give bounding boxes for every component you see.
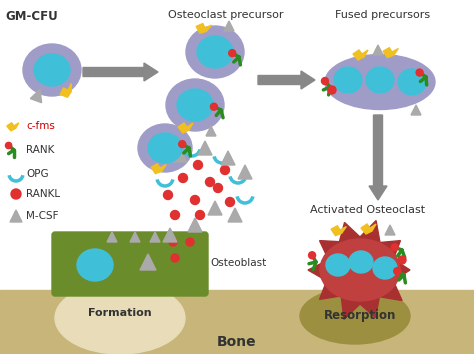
Circle shape xyxy=(309,252,316,259)
Ellipse shape xyxy=(326,254,350,276)
Text: Resorption: Resorption xyxy=(324,308,396,321)
Polygon shape xyxy=(30,89,42,103)
Ellipse shape xyxy=(320,239,400,301)
Polygon shape xyxy=(208,201,222,215)
Polygon shape xyxy=(163,228,177,242)
Ellipse shape xyxy=(334,67,362,93)
Polygon shape xyxy=(361,224,376,234)
Circle shape xyxy=(398,256,406,264)
Polygon shape xyxy=(140,254,156,270)
Polygon shape xyxy=(7,123,19,131)
Circle shape xyxy=(179,173,188,183)
Text: Fused precursors: Fused precursors xyxy=(335,10,430,20)
Text: Activated Osteoclast: Activated Osteoclast xyxy=(310,205,425,215)
Circle shape xyxy=(328,86,336,94)
Polygon shape xyxy=(228,208,242,222)
Circle shape xyxy=(195,211,204,219)
Polygon shape xyxy=(308,221,410,319)
Text: RANK: RANK xyxy=(26,145,55,155)
Polygon shape xyxy=(373,45,383,55)
Text: Bone: Bone xyxy=(217,335,257,349)
Circle shape xyxy=(193,160,202,170)
Ellipse shape xyxy=(23,44,81,96)
Circle shape xyxy=(171,211,180,219)
Text: c-fms: c-fms xyxy=(26,121,55,131)
Circle shape xyxy=(391,244,398,251)
Circle shape xyxy=(206,177,215,187)
FancyBboxPatch shape xyxy=(52,232,208,296)
Circle shape xyxy=(169,238,177,246)
Circle shape xyxy=(394,268,401,275)
Circle shape xyxy=(186,238,194,246)
Polygon shape xyxy=(198,141,212,155)
Text: OPG: OPG xyxy=(26,169,49,179)
Ellipse shape xyxy=(55,282,185,354)
Text: Formation: Formation xyxy=(88,308,152,318)
Circle shape xyxy=(226,198,235,206)
Polygon shape xyxy=(173,148,187,162)
Polygon shape xyxy=(107,232,117,242)
Ellipse shape xyxy=(398,69,426,95)
Polygon shape xyxy=(411,105,421,115)
Polygon shape xyxy=(188,218,202,232)
Ellipse shape xyxy=(373,257,397,279)
Polygon shape xyxy=(130,232,140,242)
Text: GM-CFU: GM-CFU xyxy=(5,10,58,23)
Circle shape xyxy=(164,190,173,200)
Text: M-CSF: M-CSF xyxy=(26,211,58,221)
Circle shape xyxy=(179,141,186,148)
Text: Osteoclast precursor: Osteoclast precursor xyxy=(168,10,283,20)
FancyArrow shape xyxy=(369,115,387,200)
Bar xyxy=(0,290,474,354)
Ellipse shape xyxy=(197,36,233,68)
Circle shape xyxy=(220,166,229,175)
Polygon shape xyxy=(331,226,346,236)
Polygon shape xyxy=(383,48,398,58)
Polygon shape xyxy=(385,225,395,235)
Circle shape xyxy=(213,183,222,193)
Polygon shape xyxy=(353,50,368,60)
Circle shape xyxy=(210,103,218,110)
Polygon shape xyxy=(10,210,22,222)
Ellipse shape xyxy=(177,89,213,121)
Ellipse shape xyxy=(325,55,435,109)
Polygon shape xyxy=(224,21,234,31)
Text: RANKL: RANKL xyxy=(26,189,60,199)
Polygon shape xyxy=(221,151,235,165)
Circle shape xyxy=(5,142,12,149)
Ellipse shape xyxy=(186,26,244,78)
Circle shape xyxy=(321,78,328,85)
Ellipse shape xyxy=(34,54,70,86)
Polygon shape xyxy=(206,126,216,136)
Ellipse shape xyxy=(138,124,192,172)
Ellipse shape xyxy=(366,67,394,93)
Ellipse shape xyxy=(77,249,113,281)
Circle shape xyxy=(171,254,179,262)
Polygon shape xyxy=(238,165,252,179)
FancyArrow shape xyxy=(83,63,158,81)
Ellipse shape xyxy=(349,251,373,273)
Ellipse shape xyxy=(166,79,224,131)
Circle shape xyxy=(416,69,423,76)
Circle shape xyxy=(11,189,21,199)
Polygon shape xyxy=(150,232,160,242)
Polygon shape xyxy=(178,123,193,133)
Circle shape xyxy=(229,50,236,57)
Polygon shape xyxy=(196,23,211,33)
Ellipse shape xyxy=(148,133,182,163)
FancyArrow shape xyxy=(258,71,315,89)
Polygon shape xyxy=(60,84,71,97)
Circle shape xyxy=(191,195,200,205)
Text: Osteoblast: Osteoblast xyxy=(210,258,266,268)
Ellipse shape xyxy=(300,288,410,344)
Polygon shape xyxy=(151,164,166,173)
